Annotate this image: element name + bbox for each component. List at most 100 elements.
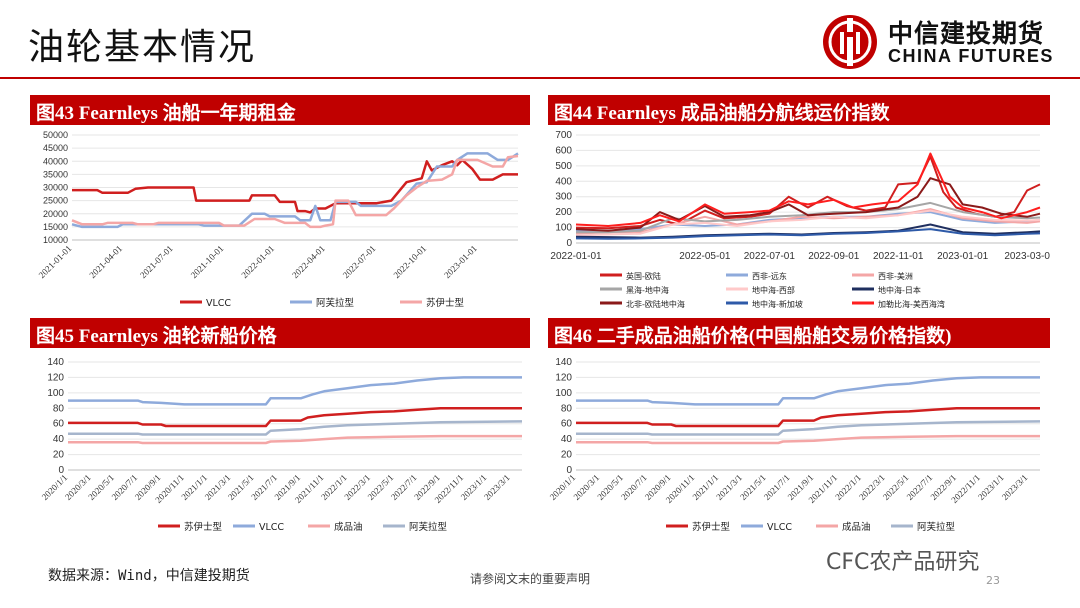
- company-logo: 中信建投期货 CHINA FUTURES: [820, 12, 1070, 72]
- legend-label: 成品油: [842, 521, 871, 533]
- x-tick-label: 2023-01-01: [442, 243, 479, 280]
- legend-label: 阿芙拉型: [409, 521, 448, 533]
- series-line: [575, 209, 1041, 237]
- y-tick-label: 80: [561, 403, 573, 414]
- y-tick-label: 500: [555, 161, 572, 172]
- series-line: [71, 154, 519, 229]
- y-tick-label: 60: [53, 419, 65, 430]
- chart-fig45: 0204060801001201402020/1/12020/3/12020/5…: [40, 357, 523, 533]
- panel-header: 图43 Fearnleys 油船一年期租金: [30, 95, 530, 125]
- panel-header: 图46 二手成品油船价格(中国船舶交易价格指数): [548, 318, 1050, 348]
- citic-emblem-icon: [823, 15, 877, 69]
- y-tick-label: 120: [555, 372, 572, 383]
- panel-header: 图44 Fearnleys 成品油船分航线运价指数: [548, 95, 1050, 125]
- x-tick-label: 2023/3/1: [1000, 472, 1030, 502]
- y-tick-label: 100: [555, 223, 572, 234]
- x-tick-label: 2023-01-01: [937, 251, 989, 262]
- y-tick-label: 80: [53, 403, 65, 414]
- y-tick-label: 20: [53, 450, 65, 461]
- legend-label: 黑海-地中海: [626, 285, 669, 295]
- chart-panel-fig45: 图45 Fearnleys 油轮新船价格 0 20 40 60 80 100 120 140 2…: [30, 318, 530, 543]
- x-tick-label: 2022-10-01: [391, 243, 428, 280]
- y-tick-label: 30000: [43, 183, 68, 193]
- legend-label: VLCC: [767, 522, 792, 533]
- series-line: [71, 152, 519, 229]
- series-line: [575, 177, 1041, 232]
- y-tick-label: 45000: [43, 143, 68, 153]
- x-tick-label: 2021-10-01: [189, 243, 226, 280]
- chart-title: 图45 Fearnleys 油轮新船价格: [36, 326, 277, 347]
- series-line: [72, 158, 518, 214]
- chart-title: 图44 Fearnleys 成品油船分航线运价指数: [554, 103, 890, 124]
- chart-fig43: 10000 15000 20000 25000 30000 35000 40000 45000…: [37, 130, 519, 309]
- x-tick-label: 2023/3/1: [482, 472, 512, 502]
- chart-title: 图46 二手成品油船价格(中国船舶交易价格指数): [554, 326, 952, 347]
- chart-title: 图43 Fearnleys 油船一年期租金: [36, 103, 296, 124]
- series-line: [576, 434, 1040, 445]
- panel-header: 图45 Fearnleys 油轮新船价格: [30, 318, 530, 348]
- legend-label: 地中海-新加坡: [752, 299, 803, 309]
- legend-label: 苏伊士型: [184, 521, 223, 533]
- y-tick-label: 35000: [43, 169, 68, 179]
- legend-label: 成品油: [334, 521, 363, 533]
- y-tick-label: 40: [561, 434, 573, 445]
- y-tick-label: 20000: [43, 209, 68, 219]
- y-tick-label: 40000: [43, 156, 68, 166]
- watermark-text: CFC农产品研究: [826, 550, 980, 575]
- chart-panel-fig43: 图43 Fearnleys 油船一年期租金 10000 15000 20000 250…: [30, 95, 530, 315]
- y-tick-label: 0: [58, 465, 64, 476]
- legend-label: VLCC: [206, 298, 231, 309]
- y-tick-label: 40: [53, 434, 65, 445]
- x-tick-label: 2021-01-01: [37, 243, 74, 280]
- y-tick-label: 700: [555, 130, 572, 141]
- y-tick-label: 140: [555, 357, 572, 368]
- x-tick-label: 2022-09-01: [808, 251, 860, 262]
- y-tick-label: 600: [555, 145, 572, 156]
- x-tick-label: 2021-07-01: [138, 243, 175, 280]
- legend-label: VLCC: [259, 522, 284, 533]
- y-tick-label: 25000: [43, 196, 68, 206]
- y-tick-label: 15000: [43, 222, 68, 232]
- y-tick-label: 120: [47, 372, 64, 383]
- x-tick-label: 2022-01-01: [239, 243, 276, 280]
- y-tick-label: 0: [566, 238, 572, 249]
- legend-label: 阿芙拉型: [316, 297, 355, 309]
- x-tick-label: 2021-04-01: [87, 243, 124, 280]
- series-line: [68, 434, 522, 445]
- legend-label: 西非-美洲: [878, 271, 913, 281]
- x-tick-label: 2022-07-01: [744, 251, 796, 262]
- y-tick-label: 100: [555, 388, 572, 399]
- chart-fig44: 0 100 200 300 400 500 600 700 2022-01-01 2022-05-…: [550, 130, 1050, 309]
- y-tick-label: 100: [47, 388, 64, 399]
- legend-label: 地中海-日本: [878, 285, 921, 295]
- y-tick-label: 10000: [43, 235, 68, 245]
- legend-label: 苏伊士型: [426, 297, 465, 309]
- legend-label: 西非-远东: [752, 271, 787, 281]
- chart-panel-fig46: 图46 二手成品油船价格(中国船舶交易价格指数) 0 20 40 60 80 100 120…: [548, 318, 1050, 543]
- x-tick-label: 2022-07-01: [341, 243, 378, 280]
- y-tick-label: 0: [566, 465, 572, 476]
- y-tick-label: 140: [47, 357, 64, 368]
- chart-fig46: 0204060801001201402020/1/12020/3/12020/5…: [548, 357, 1041, 533]
- page-title: 油轮基本情况: [28, 27, 257, 68]
- disclaimer-notice: 请参阅文末的重要声明: [470, 572, 591, 586]
- y-tick-label: 50000: [43, 130, 68, 140]
- page-number: 23: [986, 574, 1000, 587]
- series-line: [68, 420, 523, 436]
- title-divider: [0, 77, 1080, 79]
- series-line: [576, 376, 1040, 406]
- x-tick-label: 2023-03-0: [1004, 251, 1050, 262]
- legend-label: 英国-欧陆: [626, 271, 661, 281]
- x-tick-label: 2022-11-01: [873, 251, 924, 262]
- series-line: [68, 407, 522, 428]
- x-tick-label: 2022-04-01: [290, 243, 327, 280]
- series-line: [576, 420, 1041, 436]
- x-tick-label: 2022-01-01: [550, 251, 602, 262]
- series-line: [575, 228, 1041, 240]
- legend-label: 阿芙拉型: [917, 521, 956, 533]
- y-tick-label: 300: [555, 192, 572, 203]
- legend-label: 地中海-西部: [752, 285, 795, 295]
- logo-chinese-name: 中信建投期货: [888, 19, 1045, 48]
- series-line: [576, 407, 1040, 428]
- y-tick-label: 200: [555, 207, 572, 218]
